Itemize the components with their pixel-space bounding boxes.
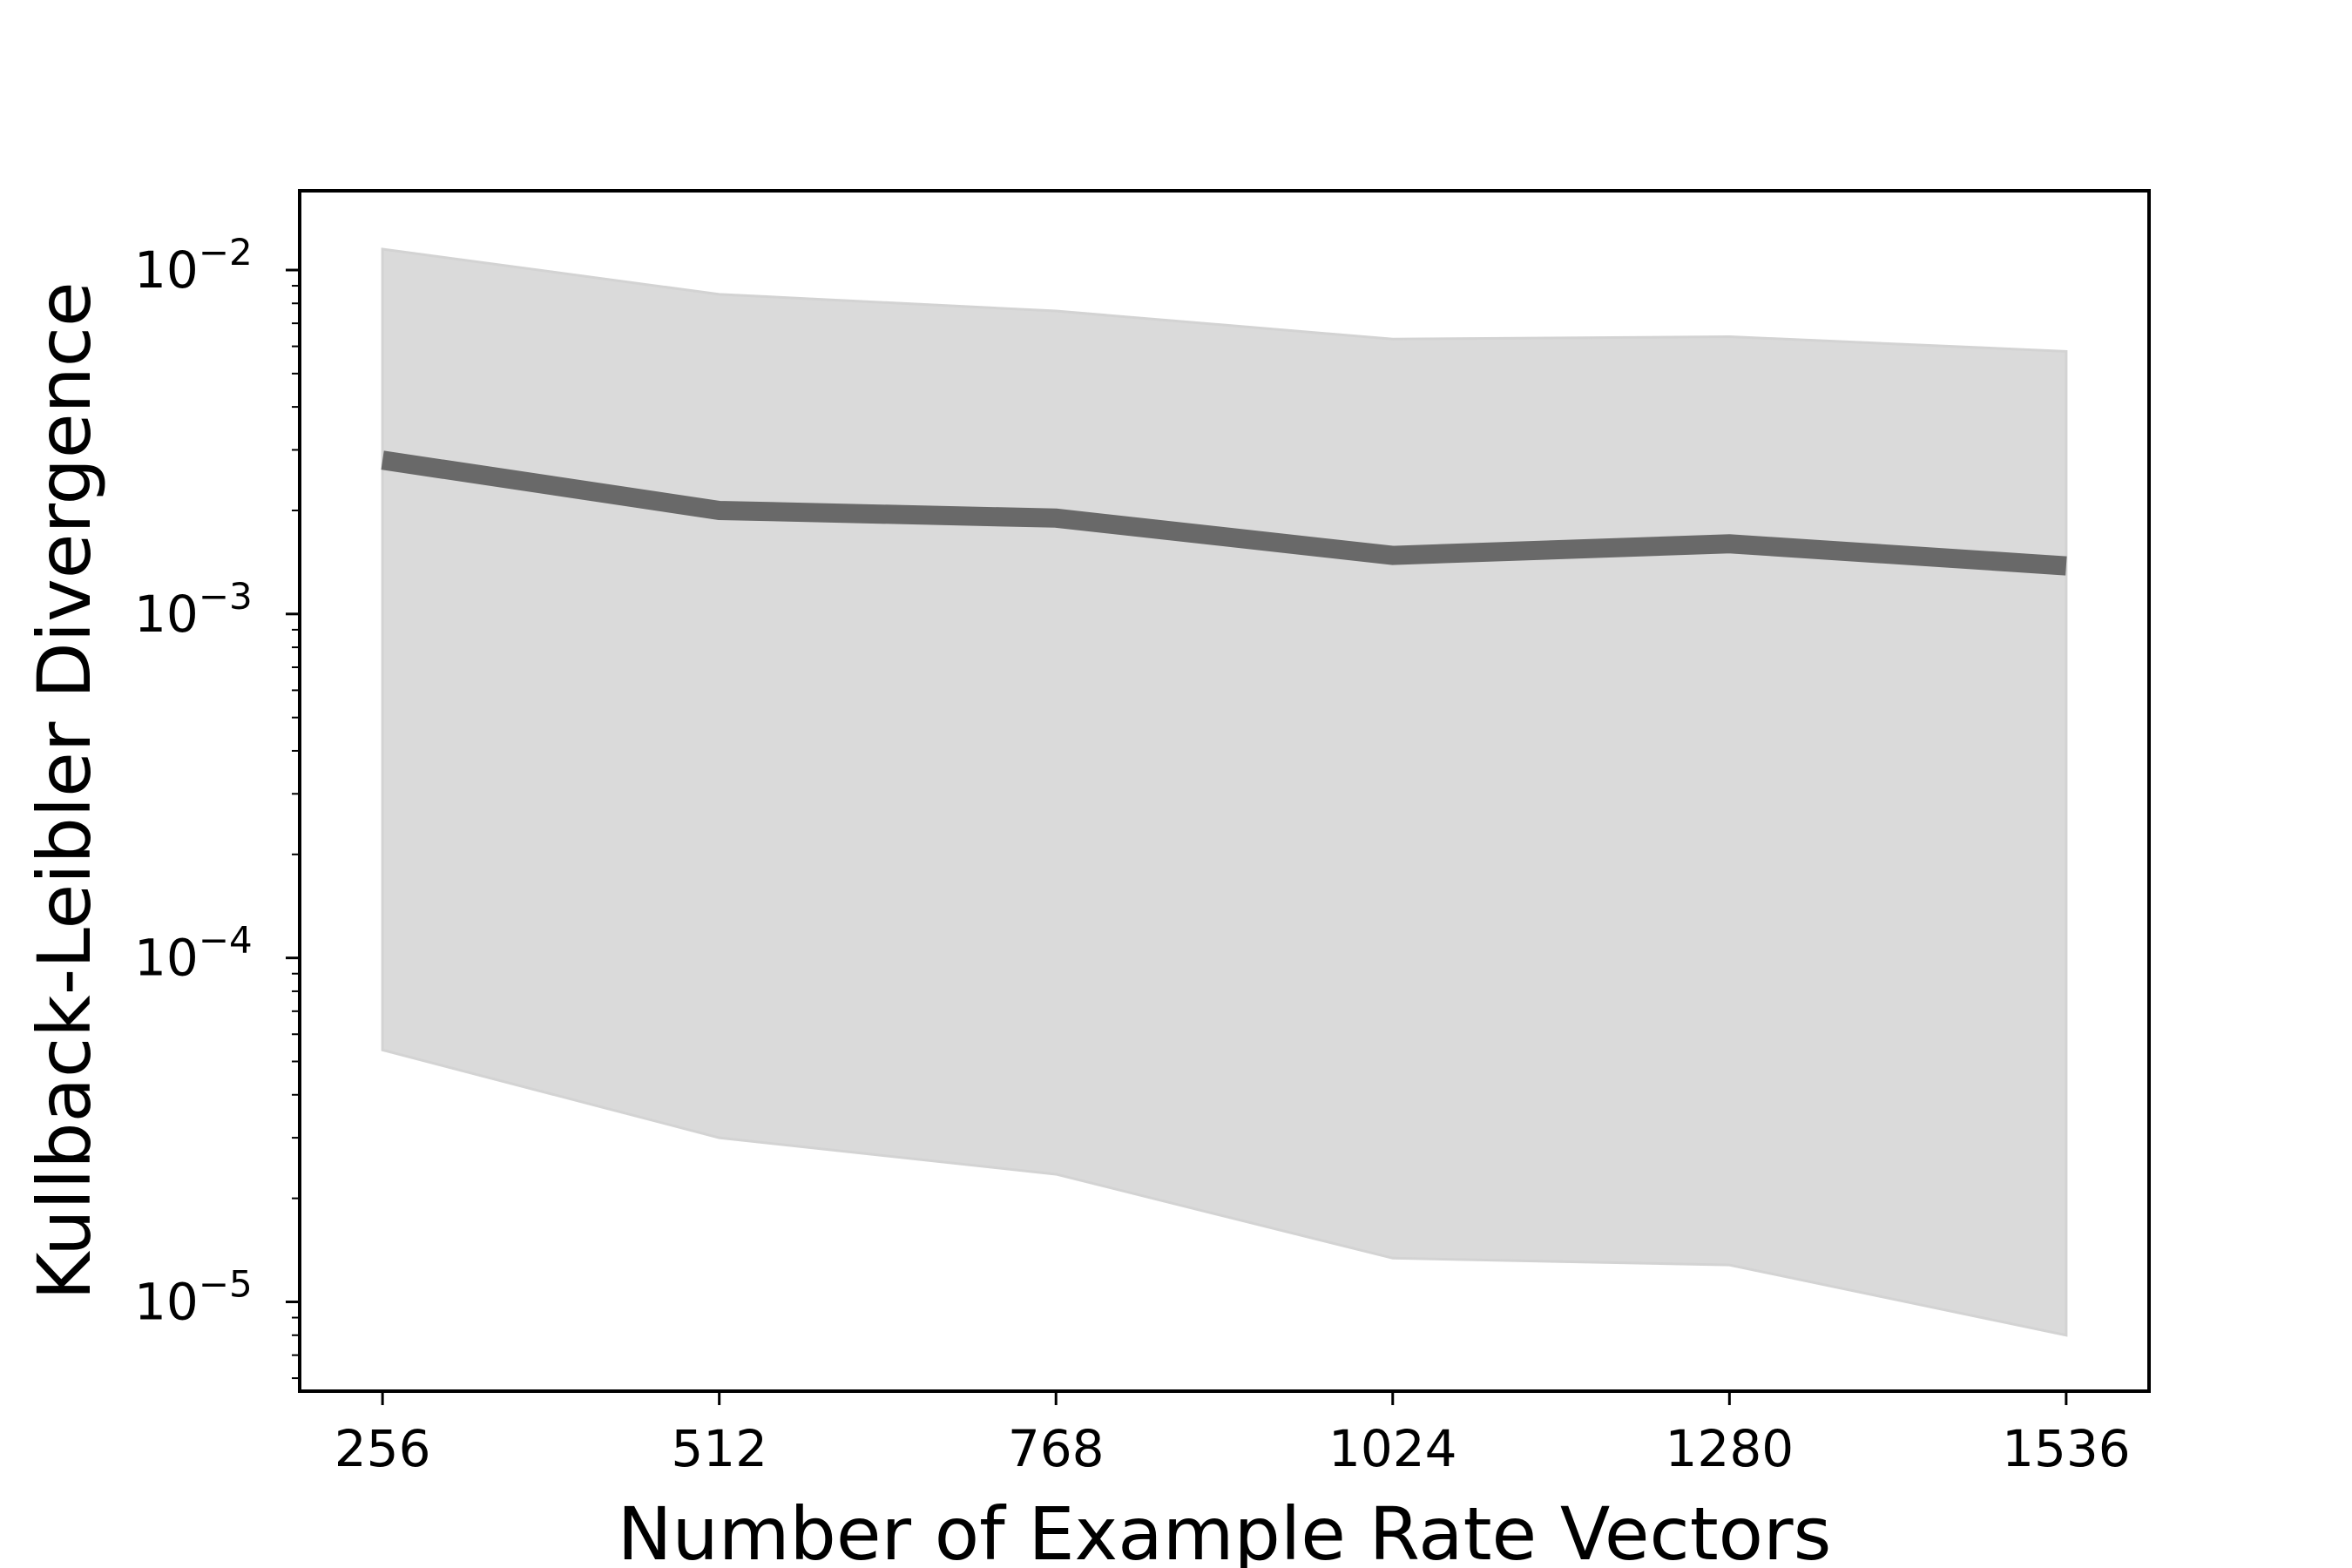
y-axis-ticks: 10−5 10−4 10−3 10−2	[134, 231, 300, 1380]
x-tick-label: 1536	[2002, 1419, 2131, 1478]
y-tick-label: 10−3	[134, 575, 253, 644]
x-tick-label: 1024	[1328, 1419, 1457, 1478]
x-tick-label: 256	[335, 1419, 431, 1478]
y-tick-label: 10−4	[134, 919, 253, 988]
x-axis-title: Number of Example Rate Vectors	[618, 1491, 1832, 1568]
y-tick-label: 10−2	[134, 231, 253, 300]
series-line-layer	[381, 450, 2067, 576]
x-axis-ticks: 256 512 768 1024 1280 1536	[335, 1391, 2131, 1478]
y-tick-label: 10−5	[134, 1262, 253, 1331]
x-tick-label: 768	[1008, 1419, 1105, 1478]
y-axis-title: Kullback-Leibler Divergence	[22, 281, 107, 1300]
plot-area-frame	[298, 189, 2151, 1393]
x-tick-label: 1280	[1666, 1419, 1794, 1478]
x-tick-label: 512	[671, 1419, 767, 1478]
series-line-0	[381, 450, 2067, 576]
